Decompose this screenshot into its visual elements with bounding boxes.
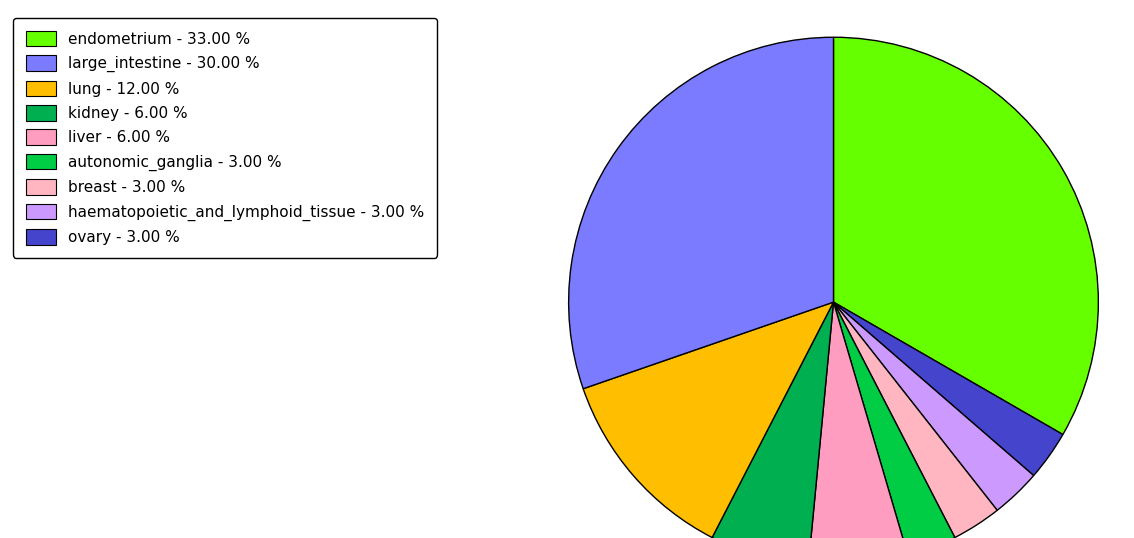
Wedge shape <box>833 37 1099 435</box>
Wedge shape <box>568 37 833 389</box>
Legend: endometrium - 33.00 %, large_intestine - 30.00 %, lung - 12.00 %, kidney - 6.00 : endometrium - 33.00 %, large_intestine -… <box>14 18 437 258</box>
Wedge shape <box>833 302 1034 511</box>
Wedge shape <box>833 302 955 538</box>
Wedge shape <box>833 302 1063 476</box>
Wedge shape <box>712 302 833 538</box>
Wedge shape <box>833 302 997 537</box>
Wedge shape <box>583 302 833 537</box>
Wedge shape <box>809 302 908 538</box>
